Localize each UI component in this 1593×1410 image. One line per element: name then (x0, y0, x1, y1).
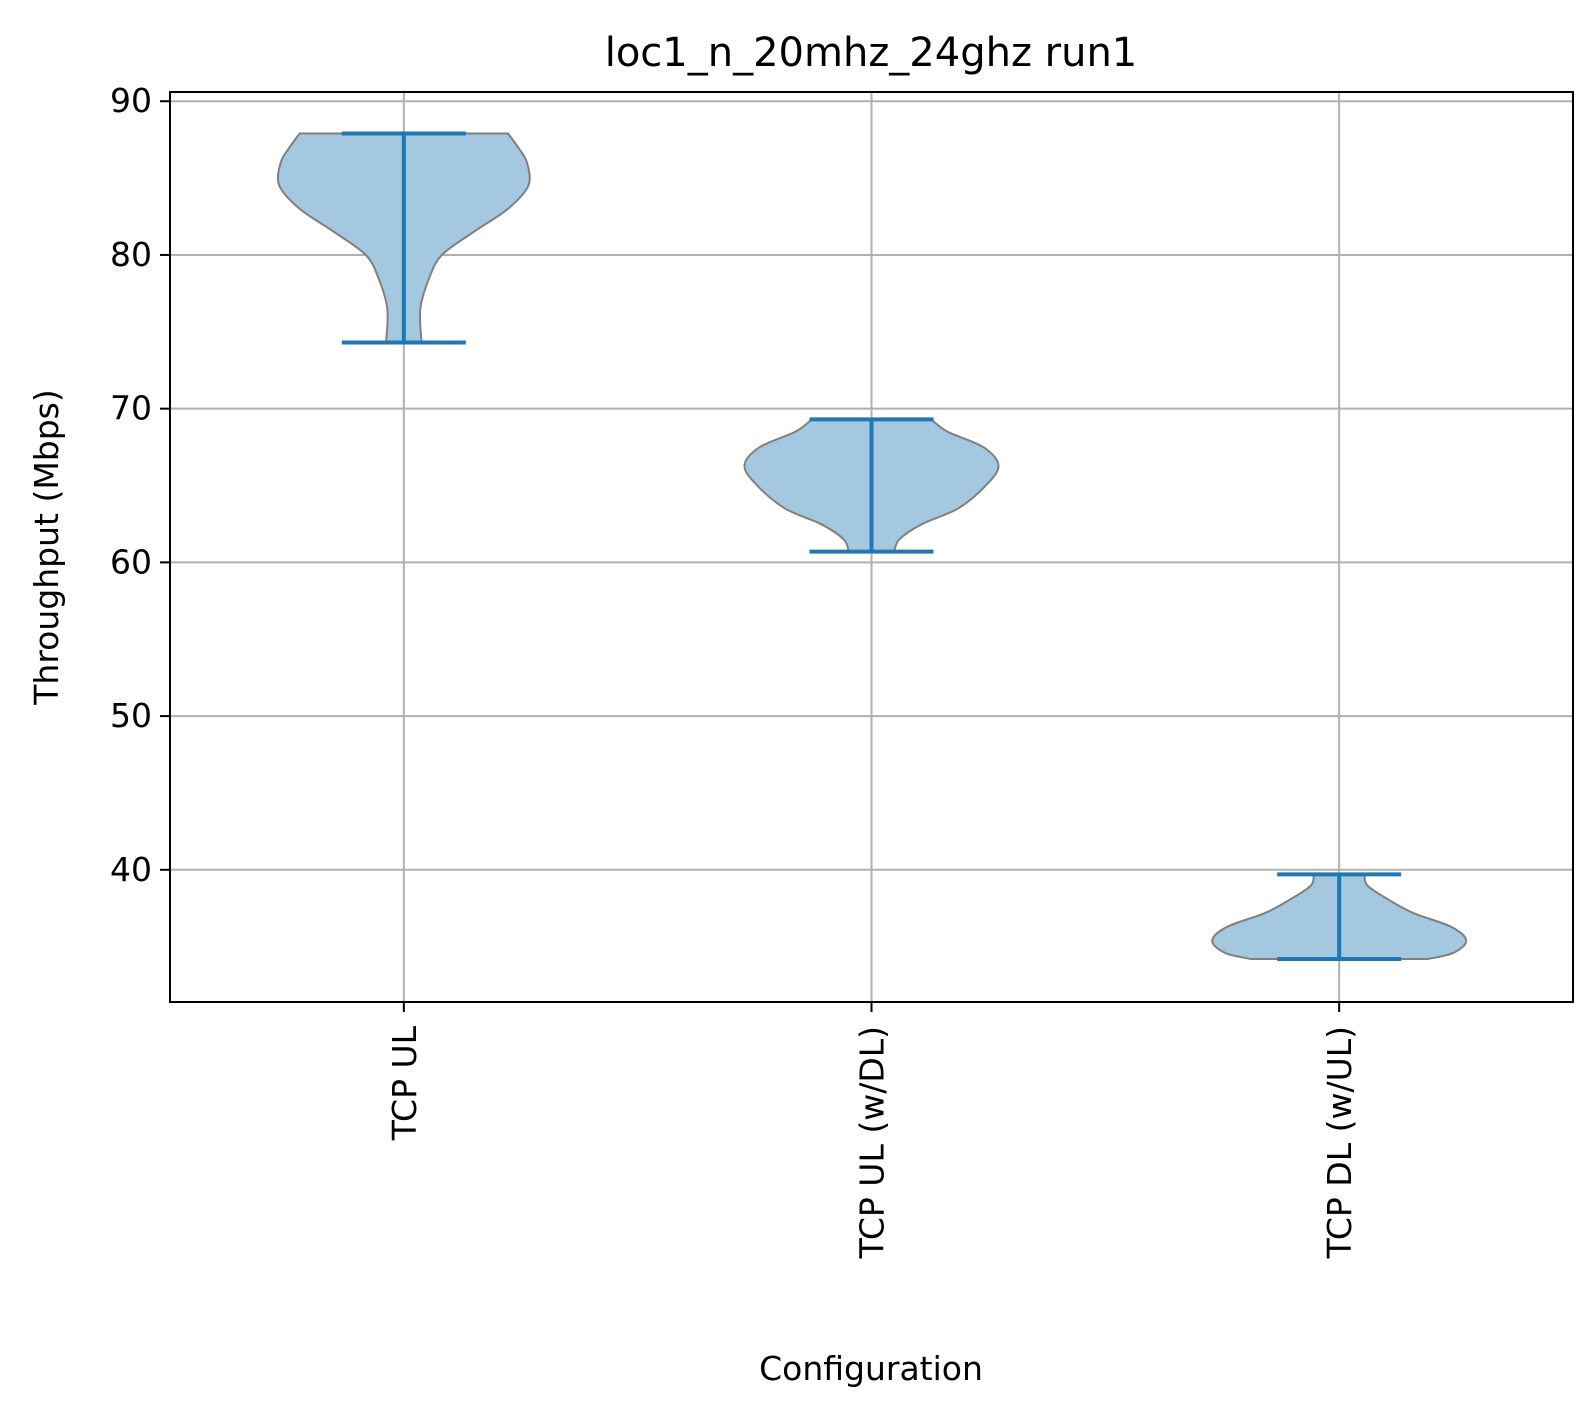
chart-title: loc1_n_20mhz_24ghz run1 (605, 30, 1138, 76)
y-tick-label: 40 (110, 850, 152, 889)
x-tick-label: TCP UL (w/DL) (853, 1026, 892, 1259)
violin-bodies (276, 131, 1468, 961)
y-tick-label: 80 (110, 235, 152, 274)
x-tick-label: TCP DL (w/UL) (1320, 1026, 1359, 1259)
y-tick-label: 90 (110, 81, 152, 120)
y-tick-label: 50 (110, 696, 152, 735)
x-axis-label: Configuration (759, 1349, 983, 1388)
y-axis-label: Throughput (Mbps) (27, 389, 66, 705)
y-tick-label: 70 (110, 389, 152, 428)
x-tick-label: TCP UL (385, 1025, 424, 1141)
axis-ticks: 40 50 60 70 80 90 TCP UL TCP UL (w/DL) TCP DL (w… (110, 81, 1359, 1259)
y-tick-label: 60 (110, 542, 152, 581)
